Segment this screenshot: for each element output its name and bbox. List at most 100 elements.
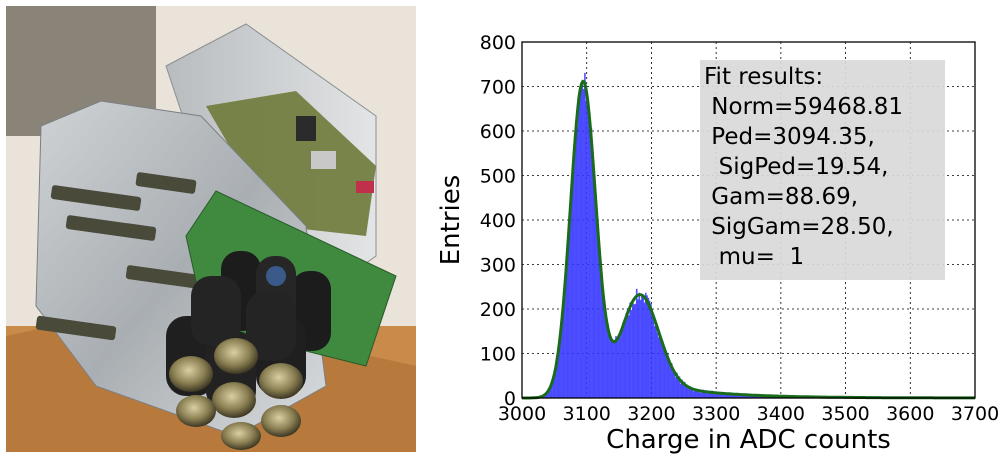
histogram-bar — [616, 340, 619, 398]
histogram-bar — [558, 342, 560, 398]
histogram-bar — [563, 290, 566, 398]
histogram-bar — [626, 308, 629, 398]
histogram-bar — [612, 341, 615, 398]
histogram-bar — [688, 388, 691, 398]
histogram-bar — [569, 208, 572, 398]
histogram-bar — [717, 392, 720, 398]
circuit-board — [206, 91, 376, 236]
histogram-bar — [628, 315, 630, 398]
histogram-bar — [633, 304, 635, 398]
histogram-bar — [637, 299, 639, 398]
histogram-bar — [673, 371, 676, 398]
histogram-bar — [598, 247, 600, 398]
histogram-bar — [687, 388, 690, 398]
histogram-bar — [610, 336, 612, 398]
histogram-bar — [629, 302, 632, 398]
histogram-bar — [670, 363, 673, 398]
histogram-bar — [575, 121, 577, 398]
histogram-bar — [622, 326, 625, 398]
histogram-bar — [632, 302, 634, 398]
histogram-bar — [638, 292, 641, 398]
histogram-bar — [641, 295, 643, 398]
histogram-bar — [595, 214, 598, 398]
histogram-bar — [594, 193, 597, 398]
y-tick-label: 100 — [480, 344, 516, 366]
histogram-bar — [576, 126, 578, 399]
fit-results-background — [700, 60, 945, 280]
histogram-bar — [695, 389, 698, 398]
histogram-bar — [745, 395, 748, 398]
histogram-bar — [668, 362, 670, 398]
histogram-bar — [735, 394, 738, 398]
y-tick-label: 300 — [480, 255, 516, 277]
histogram-bar — [656, 332, 659, 398]
fit-results-text: Fit results: Norm=59468.81 Ped=3094.35, … — [704, 64, 910, 270]
x-tick-label: 3000 — [498, 403, 546, 425]
x-axis-label: Charge in ADC counts — [606, 425, 891, 455]
histogram-bar — [701, 389, 704, 398]
histogram-bar — [698, 390, 700, 398]
histogram-bar — [639, 299, 642, 398]
histogram-bar — [654, 326, 656, 398]
histogram-bar — [726, 394, 729, 398]
histogram-bar — [572, 164, 575, 398]
histogram-bar — [692, 391, 695, 398]
histogram-bar — [753, 396, 756, 398]
histogram-bar — [630, 310, 633, 398]
histogram-bar — [721, 394, 723, 398]
fit-line-siggam: SigGam=28.50, — [704, 214, 894, 240]
histogram-chart: 0 100 200 300 400 500 600 700 800 3000 3100 3200 33… — [436, 32, 999, 455]
histogram-bar — [720, 393, 722, 398]
histogram-bar — [624, 321, 626, 398]
histogram-bar — [694, 388, 696, 398]
histogram-bar — [553, 373, 555, 398]
y-tick-label: 400 — [480, 210, 516, 232]
histogram-bar — [586, 101, 589, 398]
histogram-bar — [709, 390, 712, 398]
histogram-bar — [600, 277, 603, 398]
histogram-bar — [664, 348, 666, 398]
x-tick-label: 3300 — [692, 403, 740, 425]
histogram-bar — [659, 333, 661, 398]
plot-frame — [521, 41, 976, 399]
histogram-bar — [635, 288, 638, 398]
histogram-bar — [690, 389, 692, 398]
y-tick-label: 0 — [504, 388, 516, 410]
y-tick-label: 600 — [480, 121, 516, 143]
histogram-bar — [634, 303, 637, 398]
histogram-bar — [567, 246, 569, 398]
histogram-bar — [734, 395, 736, 398]
histogram-bar — [550, 387, 553, 398]
histogram-bar — [585, 100, 588, 398]
y-tick-label: 200 — [480, 299, 516, 321]
histogram-bar — [685, 384, 687, 398]
histogram-bar — [597, 231, 599, 398]
histogram-bar — [602, 289, 604, 398]
histogram-bar — [615, 336, 617, 398]
histogram-bar — [625, 312, 628, 398]
x-tick-label: 3700 — [951, 403, 999, 425]
x-tick-label: 3500 — [821, 403, 869, 425]
histogram-bar — [714, 393, 717, 398]
histogram-bar — [682, 385, 685, 398]
histogram-bar — [644, 292, 647, 398]
histogram-bar — [607, 324, 610, 398]
histogram-bar — [666, 353, 669, 398]
histogram-bar — [665, 356, 668, 398]
histogram-bar — [729, 393, 731, 398]
histogram-bar — [730, 394, 732, 398]
histogram-bar — [661, 340, 664, 398]
histogram-bar — [619, 337, 621, 398]
histogram-bar — [731, 393, 734, 398]
histogram-bar — [727, 393, 730, 398]
histogram-bar — [683, 381, 686, 398]
histogram-bar — [556, 355, 559, 398]
histogram-bar — [604, 307, 607, 398]
histogram-bar — [710, 390, 713, 398]
y-tick-label: 500 — [480, 166, 516, 188]
histogram-bar — [577, 109, 580, 399]
histogram-bar — [617, 334, 620, 398]
histogram-bar — [696, 389, 699, 398]
y-axis-ticks: 0 100 200 300 400 500 600 700 800 — [480, 32, 516, 410]
histogram-bar — [669, 364, 672, 398]
